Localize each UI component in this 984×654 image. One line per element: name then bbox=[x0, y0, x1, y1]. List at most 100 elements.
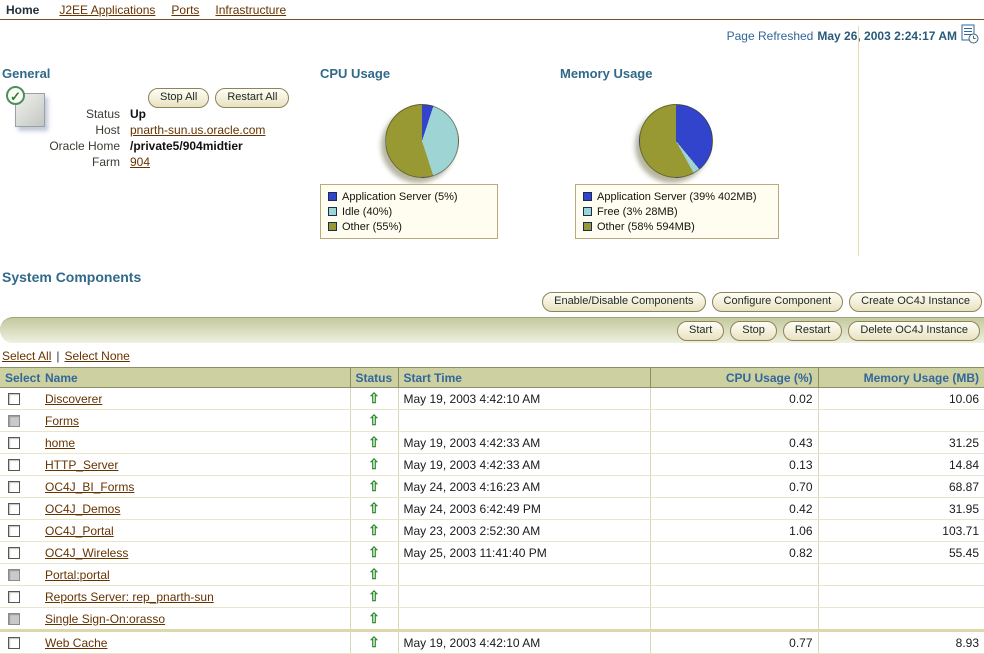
overview-section: General CPU Usage Memory Usage ✓ Stop Al… bbox=[0, 44, 984, 269]
name-cell: Single Sign-On:orasso bbox=[40, 607, 350, 632]
field-value-host[interactable]: pnarth-sun.us.oracle.com bbox=[130, 123, 266, 137]
legend-swatch-icon bbox=[583, 207, 592, 216]
component-link-web-cache[interactable]: Web Cache bbox=[45, 635, 108, 650]
component-link-oc4j-wireless[interactable]: OC4J_Wireless bbox=[45, 545, 129, 560]
component-link-portal-portal[interactable]: Portal:portal bbox=[45, 567, 110, 582]
row-checkbox[interactable] bbox=[8, 503, 20, 516]
select-cell bbox=[0, 541, 40, 564]
cpu-usage-legend: Application Server (5%) Idle (40%) Other (… bbox=[320, 184, 498, 239]
row-checkbox[interactable] bbox=[8, 591, 20, 604]
row-checkbox[interactable] bbox=[8, 481, 20, 494]
table-row-oc4j-bi-forms: OC4J_BI_Forms ⇧ May 24, 2003 4:16:23 AM 0.7… bbox=[0, 475, 984, 498]
select-cell bbox=[0, 497, 40, 520]
component-link-home[interactable]: home bbox=[45, 435, 76, 450]
restart-button[interactable]: Restart bbox=[782, 320, 843, 341]
stop-button[interactable]: Stop bbox=[730, 320, 777, 341]
cpu-cell: 0.42 bbox=[649, 497, 818, 520]
status-up-icon: ⇧ bbox=[368, 588, 380, 604]
tab-home[interactable]: Home bbox=[6, 3, 40, 17]
row-checkbox[interactable] bbox=[8, 393, 20, 406]
component-link-oc4j-bi-forms[interactable]: OC4J_BI_Forms bbox=[45, 479, 135, 494]
cpu-usage-pie-chart bbox=[385, 104, 459, 178]
status-up-check-icon: ✓ bbox=[6, 86, 25, 105]
general-field-status: Status Up bbox=[0, 106, 310, 122]
delete-oc4j-instance-button[interactable]: Delete OC4J Instance bbox=[848, 320, 980, 341]
cpu-cell: 0.13 bbox=[649, 453, 818, 476]
column-header-name: Name bbox=[40, 367, 350, 388]
refresh-page-clock-icon[interactable] bbox=[961, 24, 979, 47]
name-cell: HTTP_Server bbox=[40, 453, 350, 476]
tab-ports[interactable]: Ports bbox=[171, 3, 200, 17]
status-cell: ⇧ bbox=[349, 475, 398, 498]
select-cell bbox=[0, 475, 40, 498]
legend-label: Free (3% 28MB) bbox=[597, 205, 678, 218]
start-time-cell: May 24, 2003 4:16:23 AM bbox=[397, 475, 650, 498]
start-time-cell bbox=[397, 409, 650, 432]
component-link-http-server[interactable]: HTTP_Server bbox=[45, 457, 119, 472]
status-up-icon: ⇧ bbox=[368, 456, 380, 472]
cpu-cell bbox=[649, 585, 818, 608]
row-checkbox bbox=[8, 569, 20, 582]
component-link-forms[interactable]: Forms bbox=[45, 413, 79, 428]
row-checkbox[interactable] bbox=[8, 547, 20, 560]
stop-all-button[interactable]: Stop All bbox=[148, 88, 210, 108]
legend-item: Application Server (5%) bbox=[328, 189, 490, 204]
cpu-cell: 0.70 bbox=[649, 475, 818, 498]
column-header-select: Select bbox=[0, 367, 40, 388]
general-section-title: General bbox=[2, 66, 51, 81]
column-header-status: Status bbox=[349, 367, 398, 388]
instance-actions: Start Stop Restart Delete OC4J Instance bbox=[677, 320, 980, 341]
select-none-link[interactable]: Select None bbox=[64, 349, 130, 363]
component-link-oc4j-portal[interactable]: OC4J_Portal bbox=[45, 523, 114, 538]
component-link-reports-server-rep-pnarth-sun[interactable]: Reports Server: rep_pnarth-sun bbox=[45, 589, 214, 604]
legend-swatch-icon bbox=[583, 222, 592, 231]
field-value-farm[interactable]: 904 bbox=[130, 155, 151, 169]
start-time-cell: May 25, 2003 11:41:40 PM bbox=[397, 541, 650, 564]
tab-infrastructure[interactable]: Infrastructure bbox=[215, 3, 287, 17]
start-button[interactable]: Start bbox=[677, 320, 725, 341]
row-checkbox[interactable] bbox=[8, 459, 20, 472]
legend-item: Other (55%) bbox=[328, 219, 490, 234]
start-time-cell: May 19, 2003 4:42:10 AM bbox=[397, 630, 650, 654]
table-row-oc4j-portal: OC4J_Portal ⇧ May 23, 2003 2:52:30 AM 1.06 1… bbox=[0, 519, 984, 542]
memory-cell: 14.84 bbox=[817, 453, 984, 476]
cpu-cell: 0.43 bbox=[649, 431, 818, 454]
configure-component-button[interactable]: Configure Component bbox=[711, 292, 844, 312]
row-checkbox[interactable] bbox=[8, 525, 20, 538]
create-oc4j-instance-button[interactable]: Create OC4J Instance bbox=[849, 292, 982, 312]
component-link-oc4j-demos[interactable]: OC4J_Demos bbox=[45, 501, 121, 516]
vertical-divider bbox=[858, 26, 859, 256]
name-cell: OC4J_Demos bbox=[40, 497, 350, 520]
status-cell: ⇧ bbox=[349, 453, 398, 476]
legend-swatch-icon bbox=[328, 222, 337, 231]
name-cell: Portal:portal bbox=[40, 563, 350, 586]
select-all-link[interactable]: Select All bbox=[2, 349, 52, 363]
component-actions-row: Enable/Disable Components Configure Compo… bbox=[0, 291, 984, 313]
enable-disable-components-button[interactable]: Enable/Disable Components bbox=[542, 292, 706, 312]
start-time-cell: May 19, 2003 4:42:33 AM bbox=[397, 453, 650, 476]
start-time-cell: May 23, 2003 2:52:30 AM bbox=[397, 519, 650, 542]
legend-label: Idle (40%) bbox=[342, 205, 393, 218]
name-cell: Forms bbox=[40, 409, 350, 432]
tab-bar: Home J2EE Applications Ports Infrastructure bbox=[0, 0, 984, 20]
tab-j2ee-applications[interactable]: J2EE Applications bbox=[59, 3, 156, 17]
row-checkbox[interactable] bbox=[8, 637, 20, 650]
component-link-single-sign-on-orasso[interactable]: Single Sign-On:orasso bbox=[45, 611, 166, 626]
memory-cell: 55.45 bbox=[817, 541, 984, 564]
select-cell bbox=[0, 630, 40, 654]
cpu-cell: 0.77 bbox=[649, 630, 818, 654]
status-up-icon: ⇧ bbox=[368, 390, 380, 406]
row-checkbox bbox=[8, 613, 20, 626]
row-checkbox[interactable] bbox=[8, 437, 20, 450]
field-label: Status bbox=[85, 107, 120, 121]
start-time-cell: May 19, 2003 4:42:33 AM bbox=[397, 431, 650, 454]
status-cell: ⇧ bbox=[349, 585, 398, 608]
component-link-discoverer[interactable]: Discoverer bbox=[45, 391, 103, 406]
memory-cell: 31.25 bbox=[817, 431, 984, 454]
memory-cell: 10.06 bbox=[817, 387, 984, 410]
table-row-oc4j-wireless: OC4J_Wireless ⇧ May 25, 2003 11:41:40 PM 0.… bbox=[0, 541, 984, 564]
status-cell: ⇧ bbox=[349, 519, 398, 542]
restart-all-button[interactable]: Restart All bbox=[215, 88, 290, 108]
cpu-cell: 0.02 bbox=[649, 387, 818, 410]
legend-label: Application Server (5%) bbox=[342, 190, 458, 203]
